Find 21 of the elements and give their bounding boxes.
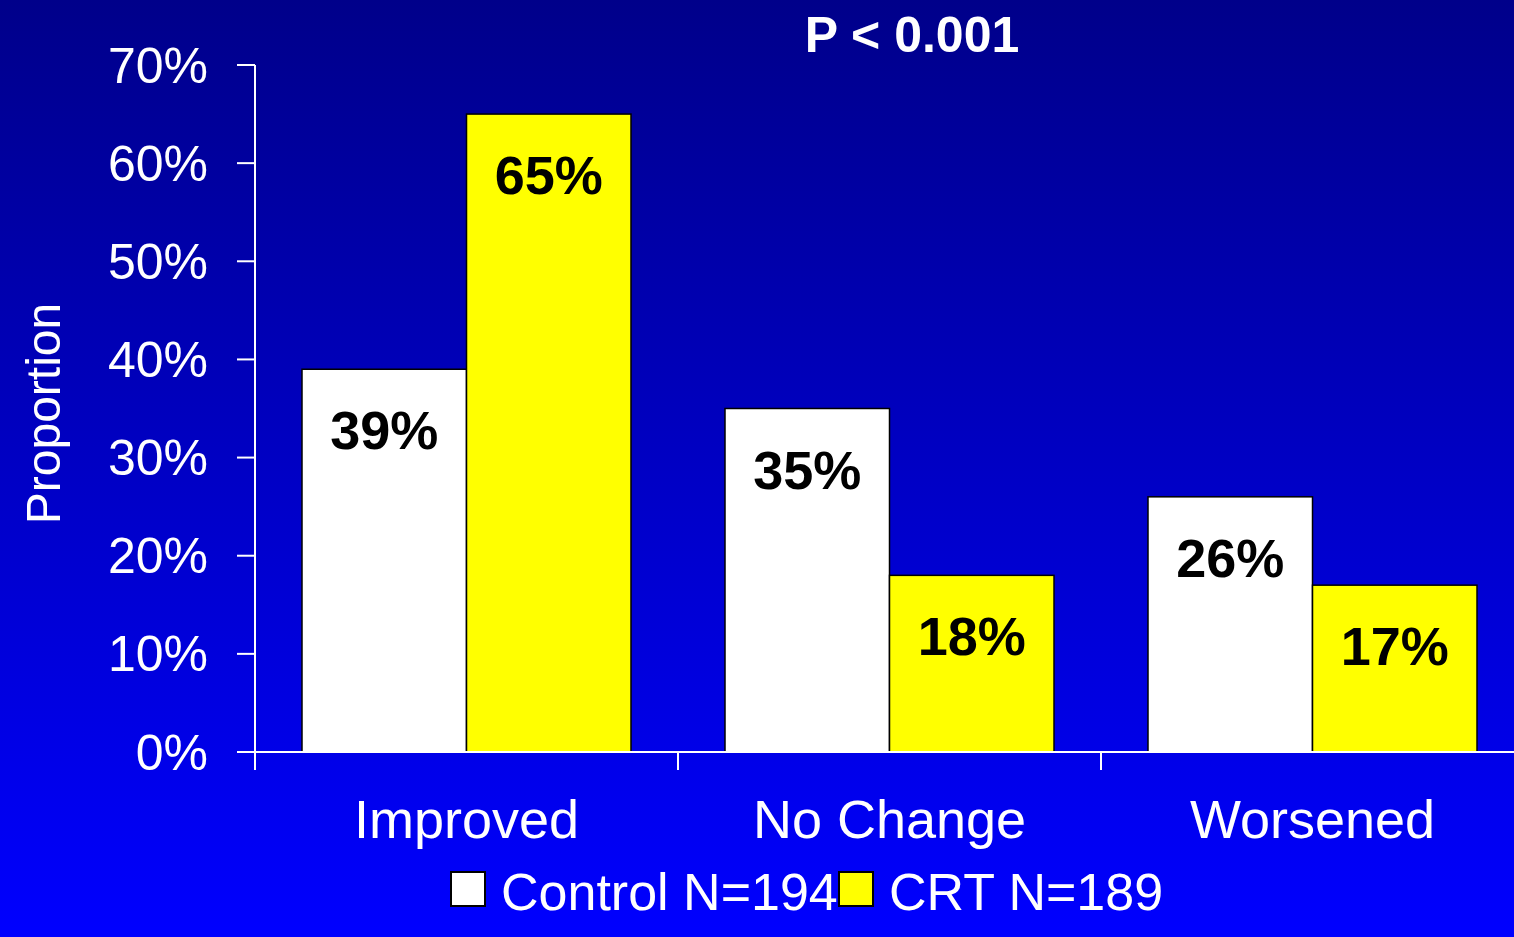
- y-tick-label: 40%: [107, 331, 208, 388]
- legend-label: CRT N=189: [889, 863, 1164, 921]
- data-label: 18%: [917, 606, 1026, 667]
- data-label: 35%: [753, 439, 862, 500]
- y-tick-label: 10%: [107, 626, 208, 683]
- y-tick-label: 0%: [135, 724, 208, 781]
- x-tick-label: No Change: [752, 789, 1027, 849]
- data-label: 65%: [494, 145, 603, 206]
- chart-title: P < 0.001: [804, 7, 1020, 63]
- y-tick-label: 60%: [107, 135, 208, 192]
- y-tick-label: 30%: [107, 430, 208, 487]
- y-tick-label: 50%: [107, 233, 208, 290]
- x-tick-label: Worsened: [1189, 789, 1436, 849]
- y-tick-label: 20%: [107, 528, 208, 585]
- y-axis-title: Proportion: [17, 302, 70, 525]
- data-label: 39%: [330, 400, 439, 461]
- data-label: 17%: [1340, 616, 1449, 677]
- x-tick-label: Improved: [353, 789, 580, 849]
- data-label: 26%: [1176, 527, 1285, 588]
- legend-label: Control N=194: [501, 863, 838, 921]
- y-tick-label: 70%: [107, 37, 208, 94]
